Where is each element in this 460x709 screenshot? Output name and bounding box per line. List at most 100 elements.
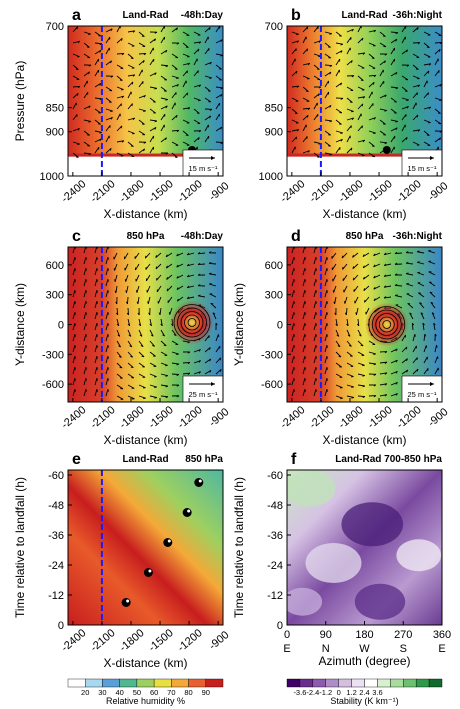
wind-arrow [160,351,168,356]
wind-arrow [412,92,418,99]
wind-arrow-head [198,130,202,133]
wind-arrow [176,263,184,268]
wind-arrow-head [165,254,168,258]
wind-arrow [176,252,184,257]
wind-arrow-head [360,344,364,347]
wind-arrow-head [395,87,399,90]
wind-arrow [94,97,103,100]
wind-arrow [72,53,80,58]
wind-arrow [324,31,332,35]
x-tick-label: -2100 [88,627,117,654]
wind-arrow [362,263,370,269]
wind-arrow [313,378,317,386]
wind-arrow-head [165,265,168,269]
wind-arrow-head [335,323,338,327]
wind-arrow [83,279,87,287]
wind-arrow [155,252,162,258]
wind-arrow [302,150,310,154]
wind-arrow [291,70,298,77]
wind-arrow-head [422,322,425,326]
wind-arrow [412,129,420,132]
wind-arrow-head [88,71,90,75]
wind-arrow-head [293,334,295,337]
wind-arrow [302,36,307,44]
wind-arrow-head [340,97,344,100]
wind-arrow [83,345,87,353]
wind-arrow-head [77,128,80,131]
wind-arrow-head [136,301,139,305]
wind-arrow [138,395,146,399]
wind-arrow-head [436,345,438,348]
wind-arrow-head [88,121,91,123]
wind-arrow [124,263,129,271]
plot-area-e [68,470,223,625]
wind-arrow [324,80,329,88]
wind-arrow [368,362,376,365]
wind-arrow-head [395,72,398,75]
wind-arrow-head [143,53,147,56]
wind-arrow [72,152,79,158]
wind-arrow [94,334,98,342]
wind-arrow-head [76,26,78,30]
wind-arrow [291,268,295,276]
wind-arrow-head [219,369,222,372]
wind-arrow [291,356,295,364]
wind-arrow [324,119,332,122]
wind-arrow [215,86,223,89]
wind-arrow [346,47,351,55]
wind-arrow [412,102,417,110]
wind-arrow [324,378,328,386]
wind-arrow-head [405,261,409,264]
surface-band [68,153,223,157]
wind-arrow [116,340,121,348]
wind-arrow-head [329,153,333,156]
wind-arrow [114,263,118,271]
wind-arrow-head [340,132,343,134]
colorbar-label: Relative humidity % [106,696,185,706]
wind-arrow-head [107,378,109,381]
wind-arrow [94,146,100,154]
wind-arrow [302,301,306,309]
x-tick-label: -2100 [307,404,336,431]
storm-position-marker [182,508,192,517]
wind-arrow [423,368,429,375]
x-tick-label: -1500 [146,627,175,654]
wind-arrow [412,345,417,353]
wind-arrow [412,64,419,70]
panel-f: 0E90N180W270S360E-60-48-36-24-120Azimuth… [232,451,451,706]
wind-arrow-head [197,273,201,276]
wind-arrow [156,274,162,281]
wind-arrow [94,69,99,77]
wind-arrow [193,41,201,44]
wind-arrow-head [326,323,328,326]
wind-arrow [313,257,317,265]
wind-arrow [390,127,398,132]
wind-arrow [204,124,209,132]
wind-arrow-head [334,312,337,316]
wind-arrow-head [132,74,136,77]
vector-key-arrowhead [211,382,215,386]
colorbar-tick: 1.2 [346,688,356,697]
wind-arrow [406,283,414,287]
wind-arrow [127,384,135,389]
wind-arrow-head [395,393,398,396]
vector-key-box [401,149,443,177]
wind-arrow [72,257,76,265]
wind-arrow-head [424,333,427,337]
y-tick-label: 600 [46,260,64,272]
wind-arrow [166,263,173,269]
wind-arrow [420,312,425,320]
wind-arrow-head [315,389,317,392]
storm-position-marker [194,478,204,487]
wind-arrow [94,378,98,386]
wind-arrow-head [414,334,416,337]
wind-arrow-head [304,356,306,359]
wind-arrow-head [176,27,178,31]
wind-arrow [302,345,306,353]
wind-arrow [171,84,179,88]
wind-arrow [187,274,195,278]
wind-arrow-head [107,323,109,326]
wind-arrow-head [416,250,420,253]
wind-arrow-head [96,389,98,392]
